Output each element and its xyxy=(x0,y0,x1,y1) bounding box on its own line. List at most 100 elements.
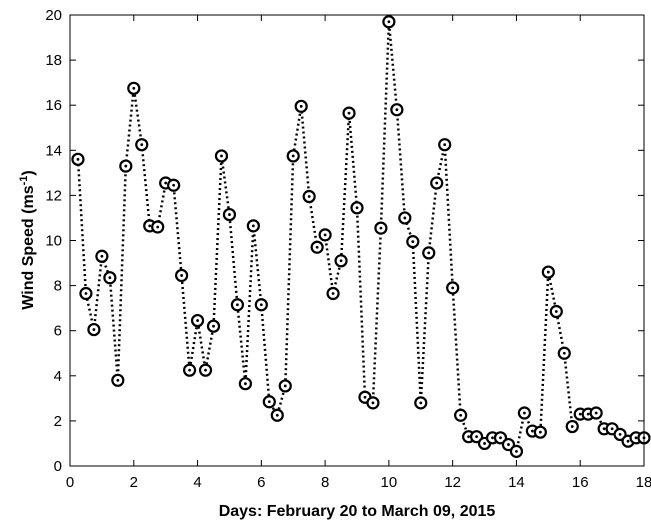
y-axis-title-close: ) xyxy=(20,170,37,175)
data-point-center xyxy=(411,240,415,244)
data-point-center xyxy=(570,425,574,428)
data-point-center xyxy=(140,143,144,147)
data-point-center xyxy=(339,259,343,263)
data-point-center xyxy=(371,401,375,405)
data-point-center xyxy=(586,412,590,416)
y-axis-title: Wind Speed (ms-1) xyxy=(18,170,37,309)
data-point-center xyxy=(347,111,351,115)
data-point-center xyxy=(530,429,534,433)
x-tick-label: 0 xyxy=(66,474,74,491)
data-point-center xyxy=(220,154,223,158)
data-point-center xyxy=(243,382,247,386)
data-point-center xyxy=(156,225,160,229)
y-tick-label: 4 xyxy=(54,368,62,385)
x-tick-label: 8 xyxy=(321,474,329,491)
data-point-center xyxy=(634,436,638,440)
data-point-center xyxy=(602,427,606,431)
data-point-center xyxy=(443,143,447,147)
data-point-center xyxy=(610,427,614,431)
data-point-center xyxy=(92,328,96,331)
data-point-center xyxy=(594,411,598,415)
y-tick-label: 18 xyxy=(45,52,62,69)
data-point-center xyxy=(491,436,494,440)
plot-frame xyxy=(69,14,645,467)
y-tick-label: 0 xyxy=(54,458,62,475)
data-point-center xyxy=(236,303,239,307)
x-axis-title: Days: February 20 to March 09, 2015 xyxy=(219,503,496,520)
data-point-center xyxy=(267,400,271,404)
y-tick-label: 14 xyxy=(45,142,62,159)
data-point-center xyxy=(355,206,359,210)
data-point-center xyxy=(299,104,303,108)
data-point-center xyxy=(459,413,463,417)
data-point-center xyxy=(419,401,423,405)
data-point-center xyxy=(395,108,399,112)
data-point-center xyxy=(379,226,383,230)
x-tick-label: 6 xyxy=(257,474,265,491)
x-tick-label: 14 xyxy=(508,474,525,491)
data-point-center xyxy=(180,274,184,277)
data-point-center xyxy=(108,276,112,280)
x-tick-label: 18 xyxy=(636,474,651,491)
data-point-center xyxy=(76,157,80,161)
y-axis-title-superscript: -1 xyxy=(18,176,30,186)
data-point-center xyxy=(259,303,263,307)
series-layer xyxy=(71,15,651,458)
data-point-center xyxy=(132,86,136,90)
data-point-center xyxy=(228,213,231,216)
x-tick-label: 10 xyxy=(381,474,398,491)
data-point-center xyxy=(116,378,120,382)
data-point-center xyxy=(275,413,279,417)
data-point-center xyxy=(363,395,367,399)
data-point-center xyxy=(100,254,104,258)
axis-ticks: 0 2 4 6 8 10 12 14 16 18 0 2 4 6 8 10 12 14 16 18 20 xyxy=(45,7,651,491)
x-tick-label: 4 xyxy=(193,474,201,491)
x-tick-label: 16 xyxy=(572,474,589,491)
data-point-center xyxy=(196,319,199,322)
data-point-center xyxy=(554,310,558,313)
data-point-center xyxy=(618,433,622,436)
data-point-center xyxy=(427,251,431,255)
data-point-center xyxy=(499,436,502,440)
data-point-center xyxy=(626,439,630,443)
data-point-center xyxy=(546,270,550,274)
data-point-center xyxy=(251,224,255,228)
x-tick-label: 2 xyxy=(130,474,138,491)
y-tick-label: 20 xyxy=(45,7,62,24)
y-tick-label: 12 xyxy=(45,187,62,204)
y-tick-label: 2 xyxy=(54,413,62,430)
data-point-center xyxy=(307,195,311,198)
data-point-center xyxy=(331,292,335,295)
data-point-center xyxy=(315,245,319,249)
data-point-center xyxy=(188,368,191,372)
data-point-center xyxy=(204,368,207,372)
y-tick-label: 8 xyxy=(54,278,62,295)
data-point-center xyxy=(212,324,215,328)
x-tick-label: 12 xyxy=(444,474,461,491)
data-point-center xyxy=(538,430,542,434)
data-point-center xyxy=(291,154,295,158)
data-point-center xyxy=(435,181,439,185)
y-tick-label: 10 xyxy=(45,233,62,250)
data-point-center xyxy=(323,233,327,237)
data-point-center xyxy=(475,435,478,439)
y-tick-label: 6 xyxy=(54,323,62,340)
data-point-center xyxy=(483,442,486,445)
data-point-center xyxy=(164,181,168,185)
y-axis-title-main: Wind Speed (ms xyxy=(20,185,37,309)
data-point-center xyxy=(578,412,582,416)
data-point-center xyxy=(148,224,152,228)
data-point-center xyxy=(451,286,455,290)
data-point-center xyxy=(124,164,128,168)
data-point-center xyxy=(84,292,88,295)
series-line xyxy=(76,21,644,454)
data-point-center xyxy=(507,443,510,446)
data-point-center xyxy=(523,411,526,415)
data-point-center xyxy=(403,216,407,220)
data-point-center xyxy=(467,435,471,439)
data-point-center xyxy=(387,20,391,24)
data-point-center xyxy=(283,384,287,388)
data-point-center xyxy=(562,351,566,355)
y-tick-label: 16 xyxy=(45,97,62,114)
